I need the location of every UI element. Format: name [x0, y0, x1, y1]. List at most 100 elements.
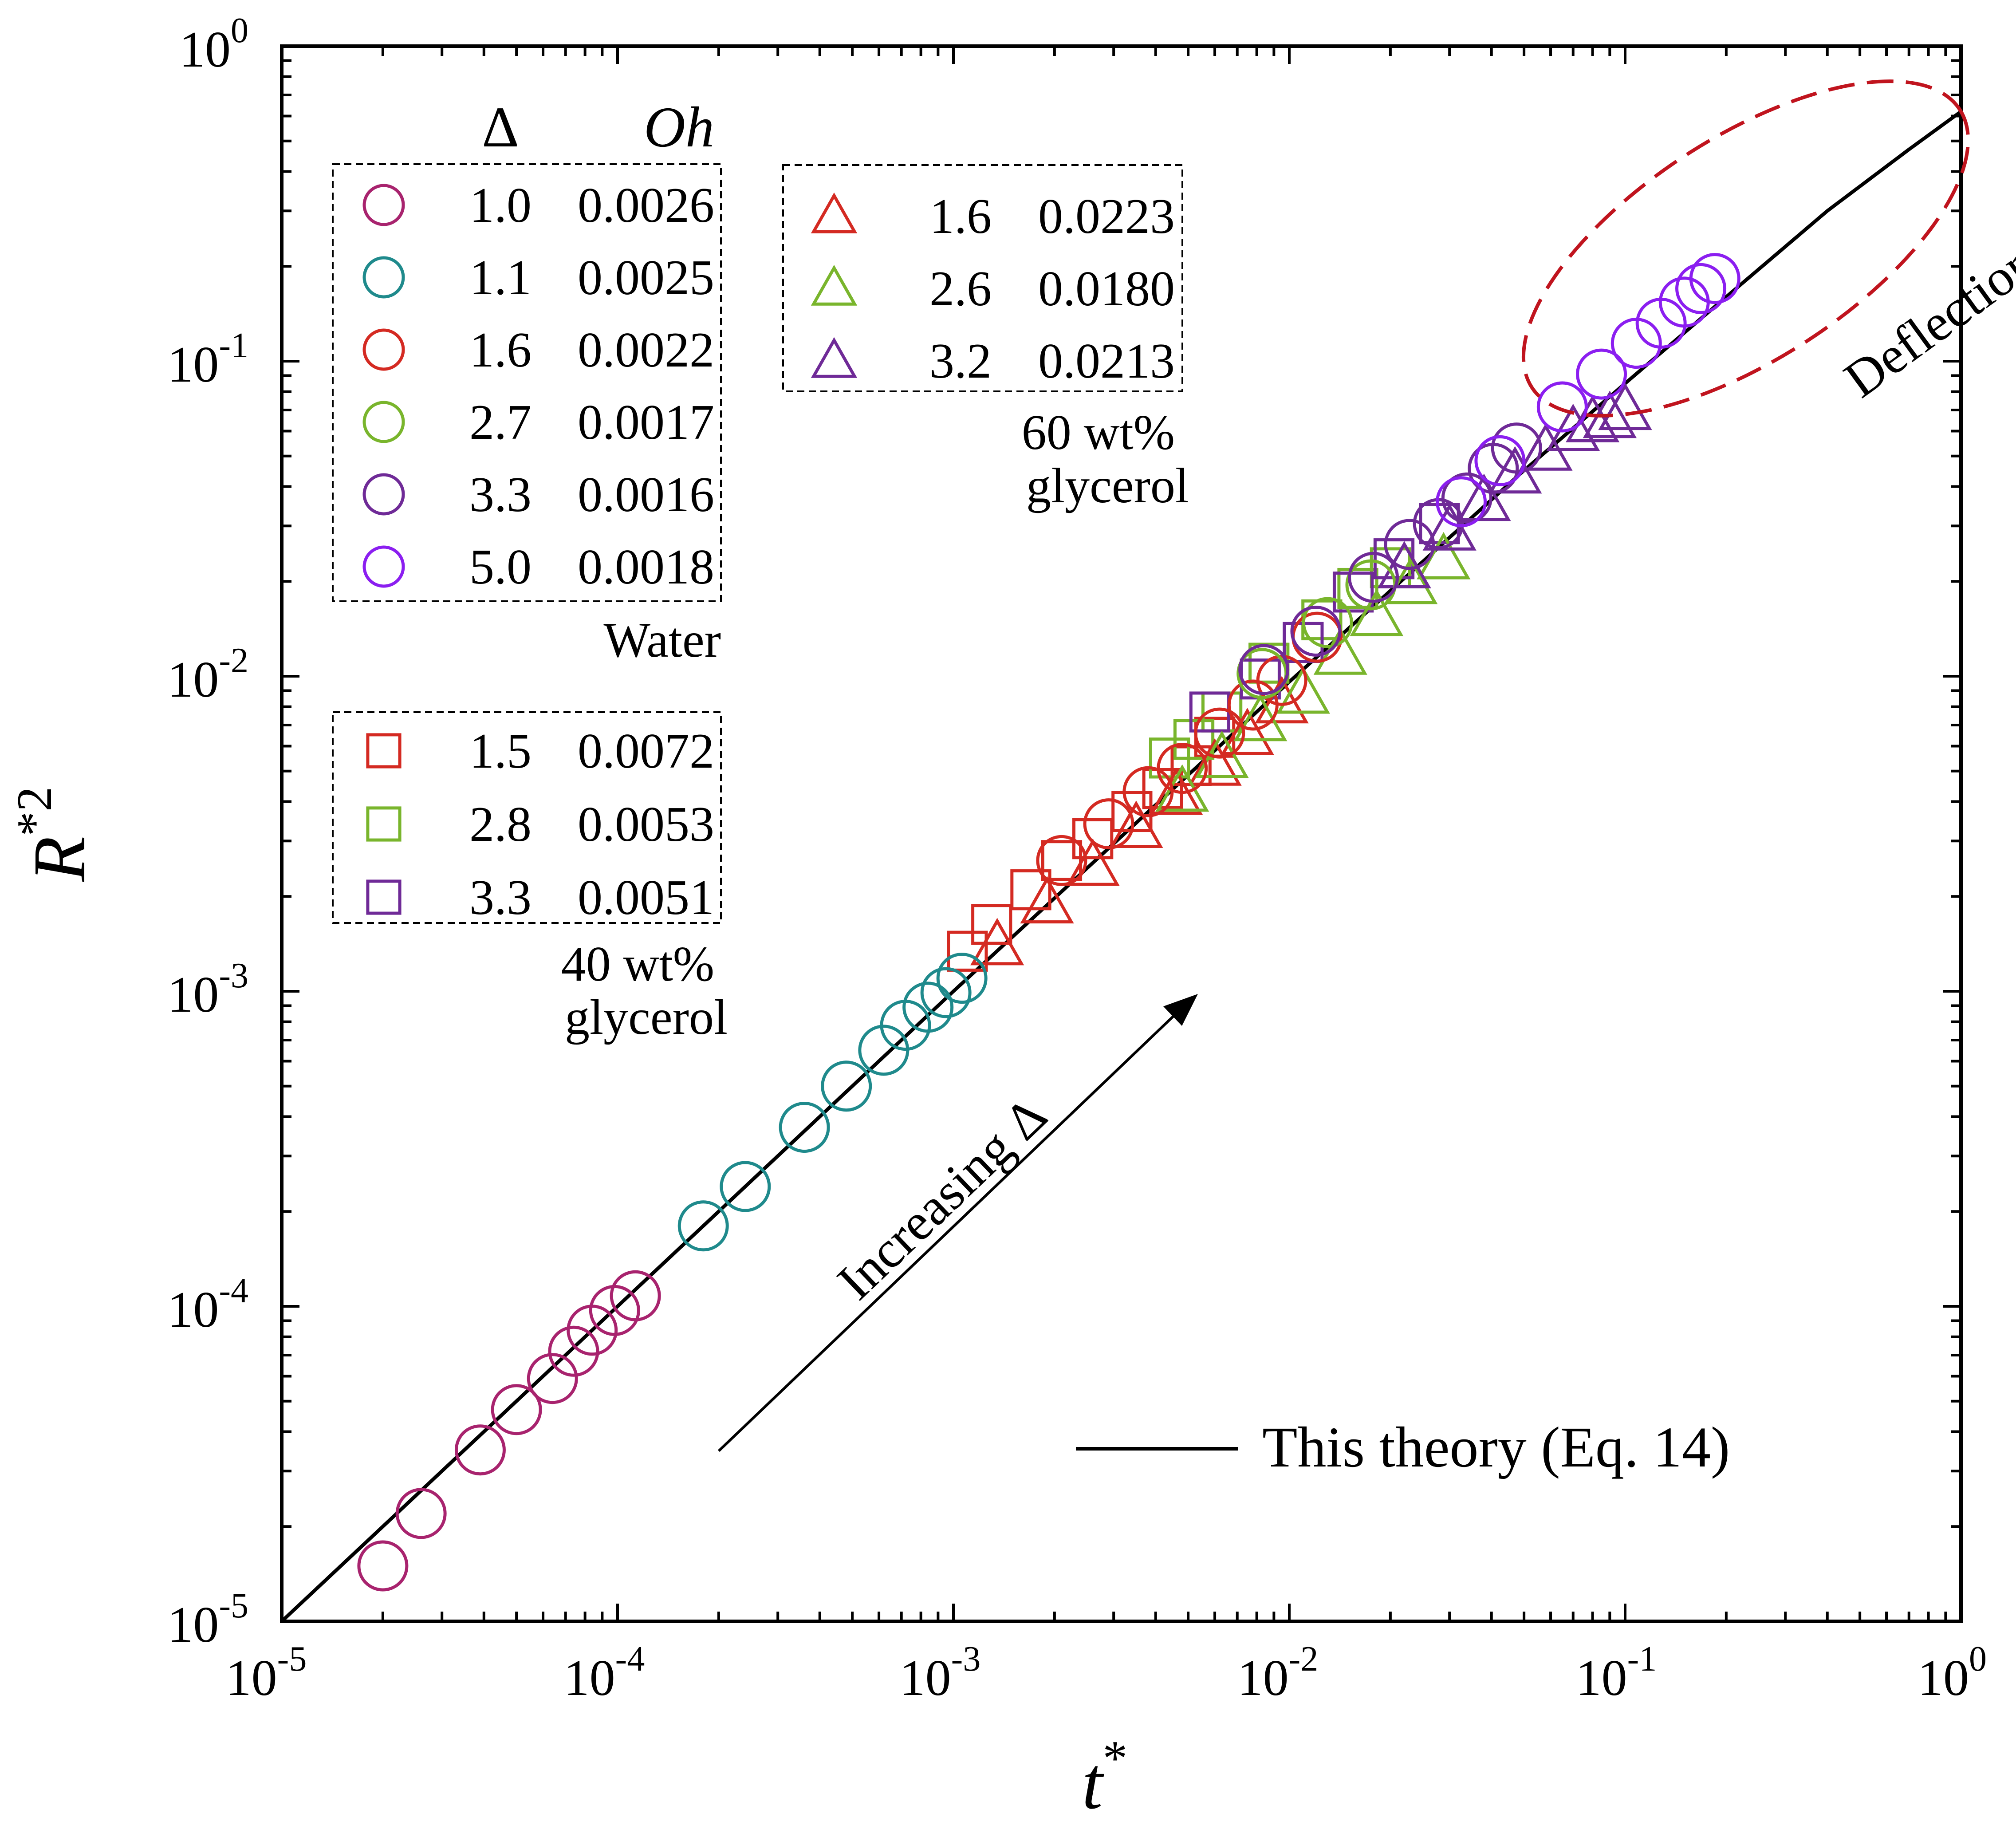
data-point-circle	[1290, 605, 1342, 657]
data-point-triangle	[1519, 423, 1573, 471]
y-axis-title: R*2	[7, 787, 101, 883]
x-tick-labels: 10-5 10-4 10-3 10-2 10-1 100	[226, 1640, 1987, 1707]
data-point-circle	[491, 1384, 542, 1435]
data-point-square	[1373, 538, 1415, 579]
data-point-circle	[821, 1060, 872, 1112]
legend-delta-value: 2.7	[469, 395, 532, 450]
data-point-circle	[1536, 381, 1588, 433]
y-tick-label: 100	[179, 11, 248, 78]
data-markers	[357, 253, 1740, 1592]
legend-marker-triangle	[811, 264, 858, 306]
legend-delta-value: 3.2	[929, 334, 992, 389]
increasing-delta-annotation: Increasing Δ	[717, 994, 1198, 1452]
data-point-circle	[1675, 263, 1727, 314]
legend-delta-value: 3.3	[469, 870, 532, 925]
y-tick-label: 10-5	[167, 1586, 248, 1653]
deflection-label: Deflection	[1834, 232, 2016, 409]
data-point-circle	[779, 1102, 830, 1153]
legend-marker-circle	[362, 473, 405, 516]
data-point-circle	[1238, 644, 1290, 695]
x-tick-label: 100	[1918, 1640, 1987, 1707]
data-point-circle	[1384, 519, 1435, 570]
x-tick-label: 10-1	[1576, 1640, 1657, 1707]
data-point-triangle	[1109, 800, 1163, 848]
data-point-circle	[1302, 597, 1353, 648]
legend-60wt-group: 1.6 0.0223 2.6 0.0180 3.2 0.0213	[811, 189, 1175, 389]
data-point-circle	[1157, 743, 1208, 794]
data-point-triangle	[970, 918, 1024, 966]
legend-60wt-title-2: glycerol	[1026, 458, 1189, 513]
data-point-circle	[1441, 472, 1492, 524]
legend-header-delta: Δ	[482, 95, 519, 159]
data-point-circle	[1576, 348, 1627, 400]
data-point-circle	[677, 1200, 729, 1252]
data-point-triangle	[1598, 382, 1652, 430]
data-point-square	[1332, 572, 1374, 613]
legend-oh-value: 0.0213	[1038, 334, 1175, 389]
data-point-circle	[920, 967, 972, 1018]
legend-marker-circle	[362, 256, 405, 299]
data-point-circle	[1348, 552, 1399, 603]
legend-oh-value: 0.0072	[578, 724, 714, 779]
legend-marker-square	[366, 806, 402, 842]
legend-oh-value: 0.0016	[578, 467, 714, 522]
data-point-square	[1337, 568, 1378, 609]
data-point-circle	[1083, 798, 1134, 850]
data-point-circle	[1491, 422, 1542, 474]
data-point-circle	[395, 1488, 447, 1539]
axis-ticks	[280, 45, 1962, 1623]
legend-oh-value: 0.0180	[1038, 261, 1175, 316]
legend-marker-circle	[362, 184, 405, 226]
data-point-square	[1173, 719, 1215, 760]
legend-oh-value: 0.0051	[578, 870, 714, 925]
legend-box-water	[332, 163, 722, 602]
legend-oh-value: 0.0025	[578, 250, 714, 305]
legend-60wt-title-1: 60 wt%	[1022, 405, 1175, 460]
arrow-head-icon	[1163, 994, 1198, 1026]
legend-delta-value: 3.3	[469, 467, 532, 522]
data-point-triangle	[1566, 394, 1620, 442]
data-point-circle	[1256, 654, 1307, 706]
data-point-triangle	[1350, 589, 1404, 636]
x-tick-label: 10-3	[900, 1640, 981, 1707]
data-point-triangle	[1220, 708, 1275, 755]
y-tick-label: 10-4	[167, 1271, 248, 1338]
legend-header-oh: Oh	[644, 95, 714, 159]
x-axis-title: t*	[1082, 1731, 1128, 1825]
data-point-circle	[610, 1270, 661, 1321]
legend-marker-square	[366, 879, 402, 915]
legend-marker-circle	[362, 401, 405, 443]
data-point-circle	[1435, 476, 1487, 528]
data-point-circle	[1474, 435, 1526, 486]
legend-oh-value: 0.0022	[578, 323, 714, 378]
legend-marker-circle	[362, 545, 405, 588]
data-point-circle	[1194, 707, 1245, 759]
legend-water-group: 1.0 0.0026 1.1 0.0025 1.6 0.0022 2.7 0.0017 3.3 0…	[362, 178, 714, 595]
legend-delta-value: 2.8	[469, 797, 532, 852]
deflection-annotation: Deflection	[1521, 79, 2016, 418]
legend-oh-value: 0.0026	[578, 178, 714, 233]
data-point-triangle	[1066, 838, 1120, 886]
x-tick-label: 10-5	[226, 1640, 307, 1707]
data-point-circle	[936, 953, 988, 1004]
legend-marker-triangle	[811, 192, 858, 233]
x-tick-label: 10-4	[564, 1640, 645, 1707]
legend-40wt-group: 1.5 0.0072 2.8 0.0053 3.3 0.0051	[366, 724, 714, 925]
deflection-ellipse	[1521, 79, 1970, 418]
legend-oh-value: 0.0018	[578, 540, 714, 595]
legend-water-title: Water	[603, 613, 721, 668]
legend-40wt-title-1: 40 wt%	[561, 937, 714, 992]
legend-marker-circle	[362, 328, 405, 371]
legend-delta-value: 2.6	[929, 261, 992, 316]
y-tick-label: 10-3	[167, 956, 248, 1023]
x-tick-label: 10-2	[1237, 1640, 1319, 1707]
data-point-triangle	[1377, 541, 1431, 588]
data-point-circle	[1689, 253, 1740, 304]
data-point-circle	[548, 1325, 599, 1377]
data-point-triangle	[1384, 556, 1438, 604]
legend-oh-value: 0.0223	[1038, 189, 1175, 244]
data-point-square	[947, 930, 988, 972]
legend-oh-value: 0.0017	[578, 395, 714, 450]
legend-delta-value: 1.0	[469, 178, 532, 233]
